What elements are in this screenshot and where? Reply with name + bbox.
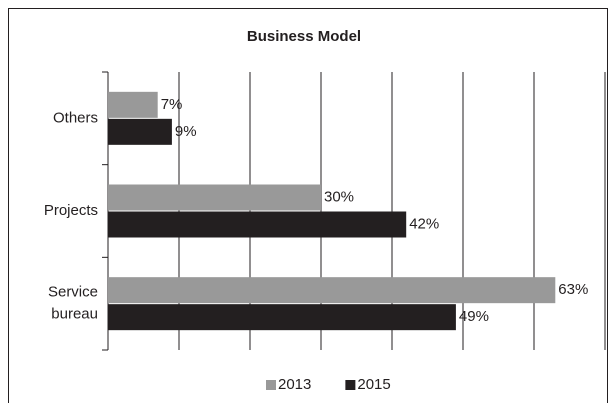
y-tick-label: Others [53, 109, 98, 126]
chart-frame [8, 8, 608, 403]
bar [108, 184, 321, 211]
y-tick-label: Service bureau [48, 284, 98, 323]
data-label: 9% [175, 123, 197, 140]
data-label: 49% [459, 308, 489, 325]
legend-swatch [266, 380, 276, 390]
bar [108, 277, 556, 304]
legend-label: 2013 [278, 376, 311, 393]
bar [108, 91, 158, 118]
y-tick-label-line: Service [48, 284, 98, 301]
data-label: 42% [409, 215, 439, 232]
bar [108, 118, 172, 145]
legend-swatch [345, 380, 356, 390]
legend-label: 2015 [357, 376, 390, 393]
data-label: 30% [324, 188, 354, 205]
bar [108, 211, 407, 238]
data-label: 7% [161, 96, 183, 113]
data-label: 63% [558, 281, 588, 298]
y-tick-label-line: bureau [51, 306, 98, 323]
bar [108, 304, 456, 331]
chart-title: Business Model [247, 28, 361, 45]
y-tick-label: Projects [44, 202, 98, 219]
